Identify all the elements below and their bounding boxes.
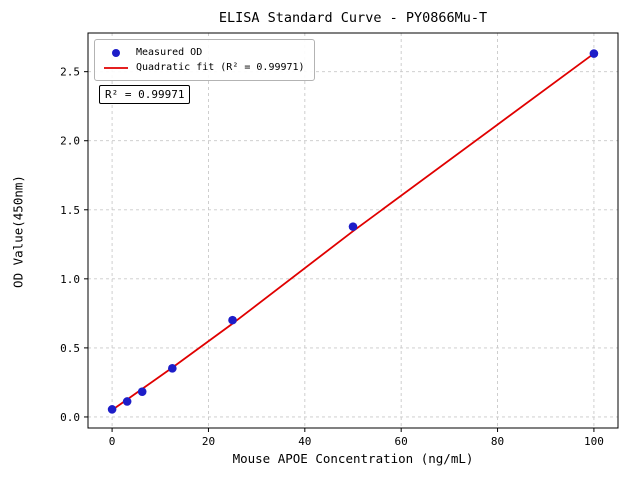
data-point	[122, 397, 132, 406]
x-tick-label: 60	[395, 435, 408, 448]
x-tick-label: 100	[584, 435, 604, 448]
x-tick-label: 20	[202, 435, 215, 448]
x-tick-label: 80	[491, 435, 504, 448]
chart-title: ELISA Standard Curve - PY0866Mu-T	[218, 10, 488, 26]
y-tick-label: 1.5	[60, 204, 80, 217]
legend-item-measured-od: Measured OD	[102, 45, 305, 60]
y-tick-label: 2.0	[60, 135, 80, 148]
legend-label-measured-od: Measured OD	[136, 47, 203, 58]
r-squared-annotation: R² = 0.99971	[99, 85, 191, 104]
data-point	[168, 364, 177, 373]
y-tick-label: 1.0	[60, 273, 80, 286]
y-axis-label: OD Value(450nm)	[10, 175, 26, 288]
data-point	[228, 315, 237, 325]
x-axis-label: Mouse APOE Concentration (ng/mL)	[232, 451, 474, 466]
legend-label-quadratic-fit: Quadratic fit (R² = 0.99971)	[136, 62, 305, 73]
legend-item-quadratic-fit: Quadratic fit (R² = 0.99971)	[102, 60, 305, 75]
legend: Measured OD Quadratic fit (R² = 0.99971)	[94, 39, 315, 81]
fit-line	[111, 52, 595, 411]
data-point	[137, 387, 147, 396]
fit-line-icon	[104, 66, 128, 69]
y-tick-label: 2.5	[60, 66, 80, 79]
x-tick-label: 40	[298, 435, 311, 448]
x-tick-label: 0	[109, 435, 116, 448]
data-point	[348, 222, 358, 231]
y-tick-label: 0.5	[60, 342, 80, 355]
data-point	[589, 49, 599, 58]
data-point	[107, 405, 117, 414]
plot-border	[87, 32, 619, 429]
y-tick-label: 0.0	[60, 411, 80, 424]
measured-od-dot-icon	[112, 48, 120, 57]
